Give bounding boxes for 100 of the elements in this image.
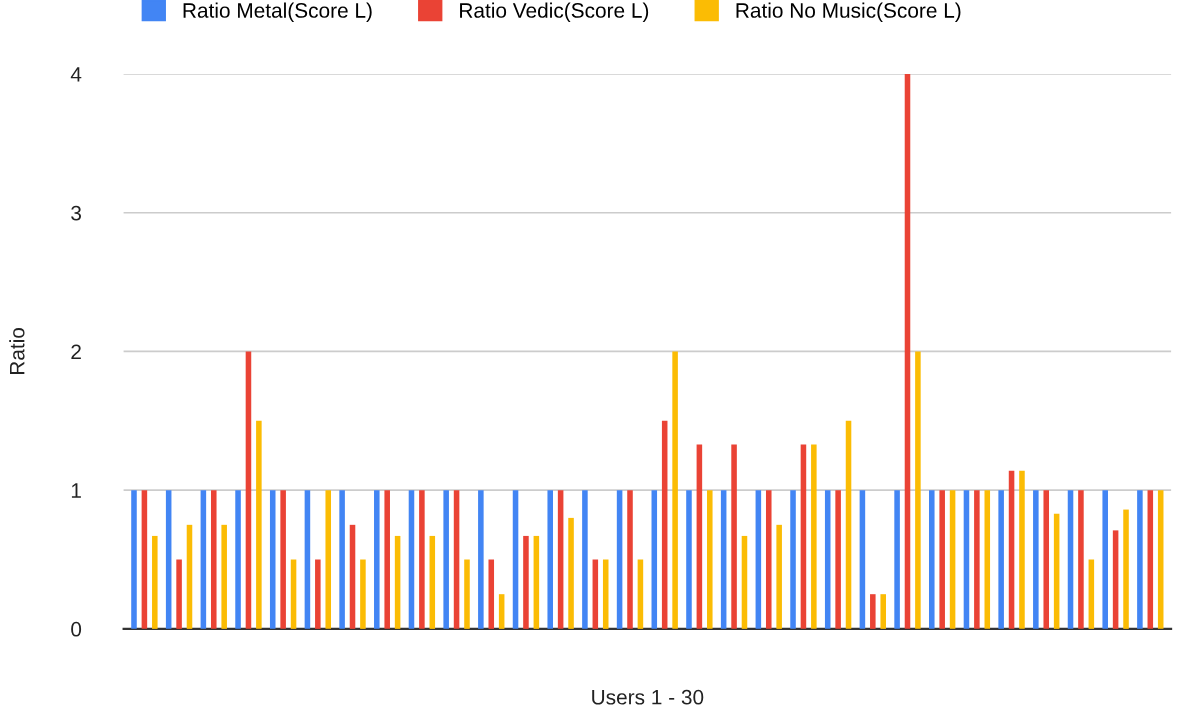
bar <box>811 444 817 629</box>
bar <box>616 490 623 629</box>
bar <box>256 420 262 629</box>
bar <box>523 535 529 629</box>
bar <box>870 594 876 629</box>
bar <box>637 559 644 629</box>
bar <box>859 490 866 629</box>
bar <box>478 490 484 629</box>
bar <box>1033 490 1039 629</box>
y-tick-label: 3 <box>71 205 81 221</box>
bar <box>360 559 366 629</box>
bar <box>602 559 609 629</box>
bar <box>429 535 436 629</box>
bar <box>731 444 737 629</box>
bar <box>131 490 137 629</box>
bar <box>651 490 658 629</box>
bar <box>557 490 564 629</box>
bar <box>339 490 345 629</box>
bar <box>290 559 297 629</box>
bar <box>800 444 807 629</box>
legend-label: Ratio No Music(Score L) <box>736 2 961 22</box>
bar <box>176 559 182 629</box>
bar <box>1067 490 1074 629</box>
bar <box>1053 513 1060 629</box>
bar <box>384 490 390 629</box>
legend-label: Ratio Metal(Score L) <box>183 2 372 22</box>
bar <box>512 490 519 629</box>
bar <box>672 351 678 629</box>
bar <box>1043 490 1050 629</box>
y-tick-label: 1 <box>71 483 81 498</box>
y-tick-label: 0 <box>71 621 82 637</box>
x-axis-title: Users 1 - 30 <box>592 689 704 705</box>
bar <box>915 351 921 629</box>
bar <box>894 490 900 629</box>
bar <box>152 535 158 629</box>
bar <box>408 490 415 629</box>
bar <box>974 490 980 629</box>
bar <box>1019 470 1025 629</box>
bar <box>245 351 252 629</box>
bar <box>533 535 540 629</box>
bar <box>221 524 227 629</box>
bar <box>949 490 956 629</box>
bar <box>904 74 911 629</box>
bar <box>984 490 991 629</box>
y-axis-title: Ratio <box>9 328 25 375</box>
bar <box>186 524 193 629</box>
bar <box>1078 490 1084 629</box>
bar <box>304 490 311 629</box>
bar <box>741 535 748 629</box>
bar <box>1112 530 1119 629</box>
bar <box>963 490 970 629</box>
bar <box>592 559 599 629</box>
bar <box>349 524 356 629</box>
bar <box>280 490 286 629</box>
bar <box>1147 490 1154 629</box>
bar <box>790 490 796 629</box>
bar <box>374 490 380 629</box>
bar <box>568 517 574 629</box>
bar <box>824 490 831 629</box>
bar <box>696 444 703 629</box>
bar <box>582 490 588 629</box>
bar <box>720 490 727 629</box>
bar <box>1102 490 1108 629</box>
bar <box>210 490 217 629</box>
y-tick-label: 2 <box>71 344 81 359</box>
bar <box>443 490 449 629</box>
bar <box>1123 509 1129 629</box>
bar <box>835 490 841 629</box>
bar <box>1157 490 1164 629</box>
bar <box>627 490 633 629</box>
bar <box>776 524 782 629</box>
bar <box>235 490 241 629</box>
bar <box>325 490 332 629</box>
bar <box>845 420 852 629</box>
bar <box>315 559 321 629</box>
bar <box>707 490 713 629</box>
bar <box>141 490 148 629</box>
bar <box>498 594 505 629</box>
bar <box>200 490 207 629</box>
bar <box>269 490 276 629</box>
bar <box>755 490 762 629</box>
bar <box>686 490 692 629</box>
bar <box>547 490 553 629</box>
bar <box>165 490 172 629</box>
bar <box>929 490 935 629</box>
bar <box>1008 470 1015 629</box>
bar <box>998 490 1004 629</box>
bar <box>488 559 495 629</box>
bar <box>939 490 945 629</box>
bar <box>880 594 886 629</box>
y-tick-label: 4 <box>70 67 82 82</box>
bar <box>419 490 425 629</box>
bar <box>453 490 460 629</box>
bar <box>661 420 668 629</box>
legend-label: Ratio Vedic(Score L) <box>460 2 649 22</box>
bar <box>1137 490 1143 629</box>
bar <box>1088 559 1095 629</box>
bar <box>765 490 772 629</box>
bar <box>464 559 470 629</box>
bar <box>394 535 401 629</box>
